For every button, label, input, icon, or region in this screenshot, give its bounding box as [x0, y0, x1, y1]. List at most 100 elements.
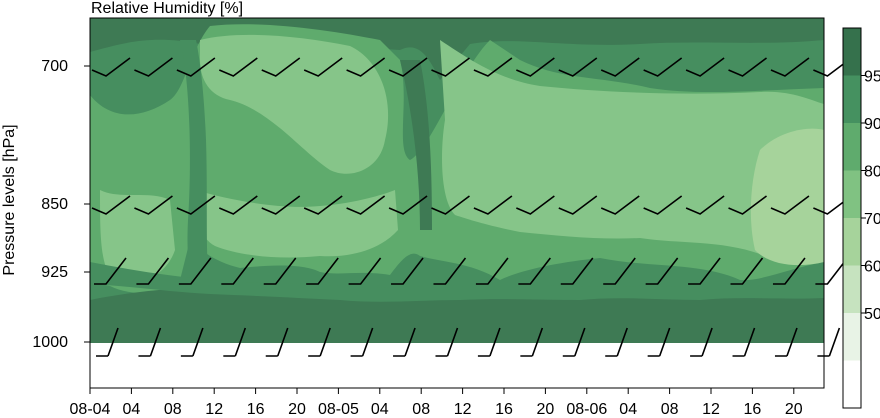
- colorbar-tick-label: 60: [864, 259, 880, 276]
- wind-barb: [263, 257, 297, 285]
- wind-barb: [180, 327, 204, 357]
- wind-barb: [388, 57, 428, 77]
- wind-barb: [603, 257, 636, 285]
- x-tick-4: 16: [247, 388, 265, 418]
- svg-text:04: 04: [619, 401, 637, 418]
- colorbar-segment: [843, 75, 861, 123]
- svg-text:12: 12: [205, 401, 223, 418]
- rh-band-70-80-lower: [195, 190, 398, 258]
- y-tick-label-700: 700: [41, 58, 68, 75]
- wind-barb: [348, 257, 382, 285]
- wind-barb: [516, 195, 555, 215]
- rh-streak-mid: [400, 60, 432, 230]
- wind-barb: [728, 195, 768, 215]
- wind-barb: [435, 327, 459, 357]
- x-tick-12: 08-06: [566, 388, 607, 418]
- wind-barb: [265, 327, 289, 357]
- wind-barb: [303, 57, 343, 77]
- svg-text:08-05: 08-05: [318, 401, 359, 418]
- wind-barb: [685, 57, 725, 77]
- wind-barb: [605, 327, 628, 357]
- x-ticks: 08-04 04 08 12 16 20 08-05 04 08 12 16 2…: [70, 388, 803, 418]
- wind-barb: [223, 327, 247, 357]
- colorbar-tick-label: 95: [864, 69, 880, 86]
- wind-barb: [770, 195, 810, 215]
- x-tick-7: 04: [371, 388, 389, 418]
- wind-barb: [562, 327, 586, 357]
- svg-text:20: 20: [288, 401, 306, 418]
- rh-band-95-bottom: [90, 287, 824, 343]
- svg-text:04: 04: [123, 401, 141, 418]
- svg-text:04: 04: [371, 401, 389, 418]
- x-tick-16: 16: [744, 388, 761, 418]
- rh-band-70-80-right: [440, 40, 824, 256]
- wind-barb: [558, 57, 598, 77]
- rh-streak-left: [180, 40, 210, 300]
- rh-field: [90, 18, 824, 343]
- wind-barb: [218, 57, 258, 77]
- rh-band-90-95-ridge: [90, 262, 824, 302]
- wind-barb: [475, 257, 509, 285]
- wind-barb: [643, 195, 683, 215]
- wind-barb: [134, 195, 173, 215]
- colorbar-segment: [843, 360, 861, 408]
- x-tick-6: 08-05: [318, 388, 359, 418]
- svg-text:20: 20: [537, 401, 555, 418]
- svg-text:16: 16: [495, 401, 513, 418]
- wind-barb: [643, 57, 683, 77]
- wind-barb: [306, 257, 339, 285]
- wind-barb: [815, 257, 849, 285]
- wind-barb: [516, 57, 555, 77]
- plot-frame: [89, 17, 825, 389]
- rh-band-60-70-right: [750, 128, 824, 266]
- wind-barb: [178, 257, 212, 285]
- colorbar-tick-label: 70: [864, 211, 880, 228]
- wind-barb: [770, 57, 810, 77]
- x-tick-15: 12: [702, 388, 720, 418]
- svg-text:08: 08: [412, 401, 430, 418]
- x-tick-3: 12: [205, 388, 223, 418]
- wind-barb: [138, 327, 162, 357]
- wind-barb: [391, 257, 424, 285]
- svg-text:12: 12: [702, 401, 720, 418]
- colorbar-tick-label: 80: [864, 164, 880, 181]
- wind-barb: [134, 57, 173, 77]
- wind-barb: [728, 57, 768, 77]
- wind-barb: [560, 257, 594, 285]
- x-tick-8: 08: [412, 388, 430, 418]
- x-tick-0: 08-04: [70, 388, 111, 418]
- wind-barb: [393, 327, 416, 357]
- x-tick-2: 08: [164, 388, 182, 418]
- y-ticks: 700 850 925 1000: [32, 58, 90, 351]
- wind-barb: [817, 327, 841, 357]
- wind-barb: [431, 195, 470, 215]
- wind-barb: [730, 257, 764, 285]
- colorbar: 50 60 70 80 90 95: [842, 27, 880, 409]
- colorbar-tick-label: 90: [864, 116, 880, 133]
- wind-barb: [518, 257, 551, 285]
- svg-text:16: 16: [247, 401, 265, 418]
- wind-barb: [645, 257, 679, 285]
- x-tick-13: 04: [619, 388, 637, 418]
- svg-text:08: 08: [661, 401, 679, 418]
- wind-barb: [388, 195, 428, 215]
- wind-barb: [688, 257, 721, 285]
- colorbar-segment: [843, 218, 861, 266]
- y-tick-label-850: 850: [41, 196, 68, 213]
- chart-title: Relative Humidity [%]: [91, 0, 243, 17]
- x-tick-1: 04: [123, 388, 141, 418]
- x-tick-11: 20: [537, 388, 555, 418]
- wind-barb: [261, 57, 301, 77]
- wind-barb: [473, 195, 513, 215]
- y-tick-label-925: 925: [41, 264, 68, 281]
- y-axis-label: Pressure levels [hPa]: [1, 124, 18, 275]
- rh-band-70-80-upper: [200, 34, 389, 174]
- wind-barb: [558, 195, 598, 215]
- colorbar-segment: [843, 265, 861, 313]
- wind-barb: [96, 327, 119, 357]
- svg-text:08-06: 08-06: [566, 401, 607, 418]
- x-tick-10: 16: [495, 388, 513, 418]
- wind-barb: [346, 57, 386, 77]
- wind-barb: [176, 195, 216, 215]
- wind-barb: [774, 327, 798, 357]
